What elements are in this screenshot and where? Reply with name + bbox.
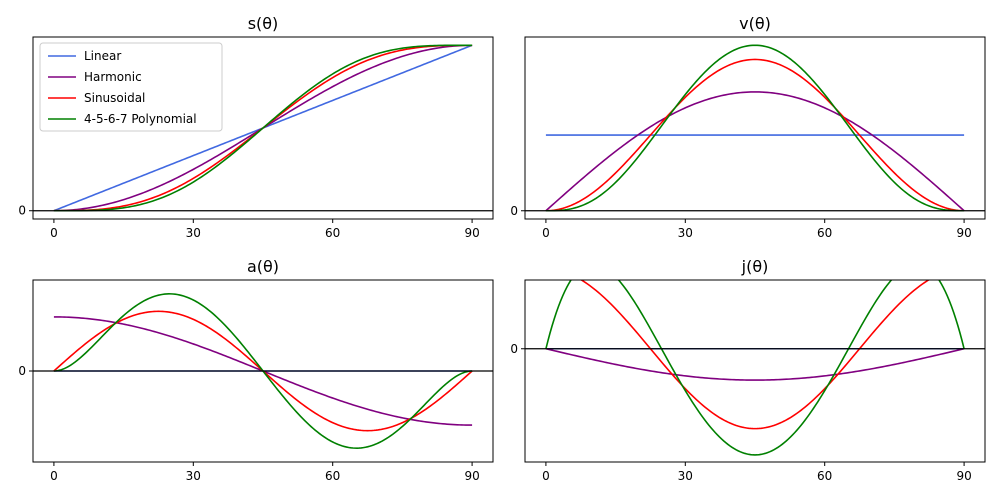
x-tick-label: 90 [956,469,971,483]
panel-1: s(θ) 0 30 60 90 0 Linear Harmonic Sinusoidal 4-5-… [18,14,494,240]
legend-label: Linear [84,49,121,63]
x-tick-label: 0 [50,469,58,483]
x-tick-label: 0 [542,469,550,483]
axes-frame [524,36,986,220]
x-tick-label: 60 [325,226,340,240]
series-line-4-5-6-7-polynomial [53,44,473,212]
legend-label: Harmonic [84,70,142,84]
x-tick-label: 30 [186,226,201,240]
y-tick-label: 0 [510,204,518,218]
series-line-harmonic [545,91,965,212]
series-group [545,280,965,456]
panel-title: v(θ) [739,14,771,33]
panel-title: a(θ) [247,257,279,276]
legend-box [39,42,223,132]
x-tick-label: 90 [464,469,479,483]
x-tick-label: 60 [817,226,832,240]
panel-3: a(θ) 0 30 60 90 0 [18,257,494,483]
series-group [53,44,473,212]
x-tick-label: 60 [817,469,832,483]
series-line-sinusoidal [579,280,931,430]
series-line-sinusoidal [545,58,965,212]
y-tick-label: 0 [510,342,518,356]
x-tick-label: 0 [542,226,550,240]
axes-frame [32,279,494,463]
x-tick-label: 30 [186,469,201,483]
x-tick-label: 0 [50,226,58,240]
y-tick-label: 0 [18,364,26,378]
panel-2: v(θ) 0 30 60 90 0 [510,14,986,240]
panel-title: j(θ) [741,257,769,276]
x-tick-label: 30 [678,469,693,483]
legend-label: 4-5-6-7 Polynomial [84,112,197,126]
axes-frame [524,279,986,463]
legend-label: Sinusoidal [84,91,145,105]
series-group [545,44,965,212]
series-line-harmonic [545,347,965,381]
x-tick-label: 30 [678,226,693,240]
series-line-4-5-6-7-polynomial [545,280,965,456]
x-tick-label: 90 [956,226,971,240]
x-tick-label: 60 [325,469,340,483]
axes-frame [32,36,494,220]
legend: Linear Harmonic Sinusoidal 4-5-6-7 Polynomi… [39,42,223,132]
panel-title: s(θ) [248,14,279,33]
x-tick-label: 90 [464,226,479,240]
panel-4: j(θ) 0 30 60 90 0 [510,257,986,483]
series-line-4-5-6-7-polynomial [545,44,965,212]
y-tick-label: 0 [18,204,26,218]
